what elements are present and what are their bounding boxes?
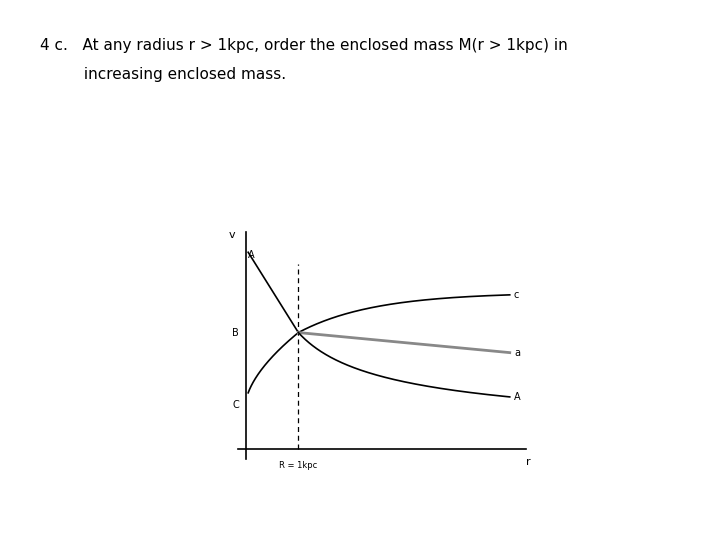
Text: v: v bbox=[229, 230, 235, 240]
Text: C: C bbox=[233, 400, 239, 410]
Text: c: c bbox=[514, 290, 519, 300]
Text: 4 c.   At any radius r > 1kpc, order the enclosed mass M(r > 1kpc) in: 4 c. At any radius r > 1kpc, order the e… bbox=[40, 38, 567, 53]
Text: A: A bbox=[248, 250, 255, 260]
Text: B: B bbox=[233, 328, 239, 338]
Text: increasing enclosed mass.: increasing enclosed mass. bbox=[40, 68, 286, 83]
Text: A: A bbox=[514, 392, 521, 402]
Text: R = 1kpc: R = 1kpc bbox=[279, 461, 318, 470]
Text: r: r bbox=[526, 457, 531, 467]
Text: a: a bbox=[514, 348, 520, 357]
